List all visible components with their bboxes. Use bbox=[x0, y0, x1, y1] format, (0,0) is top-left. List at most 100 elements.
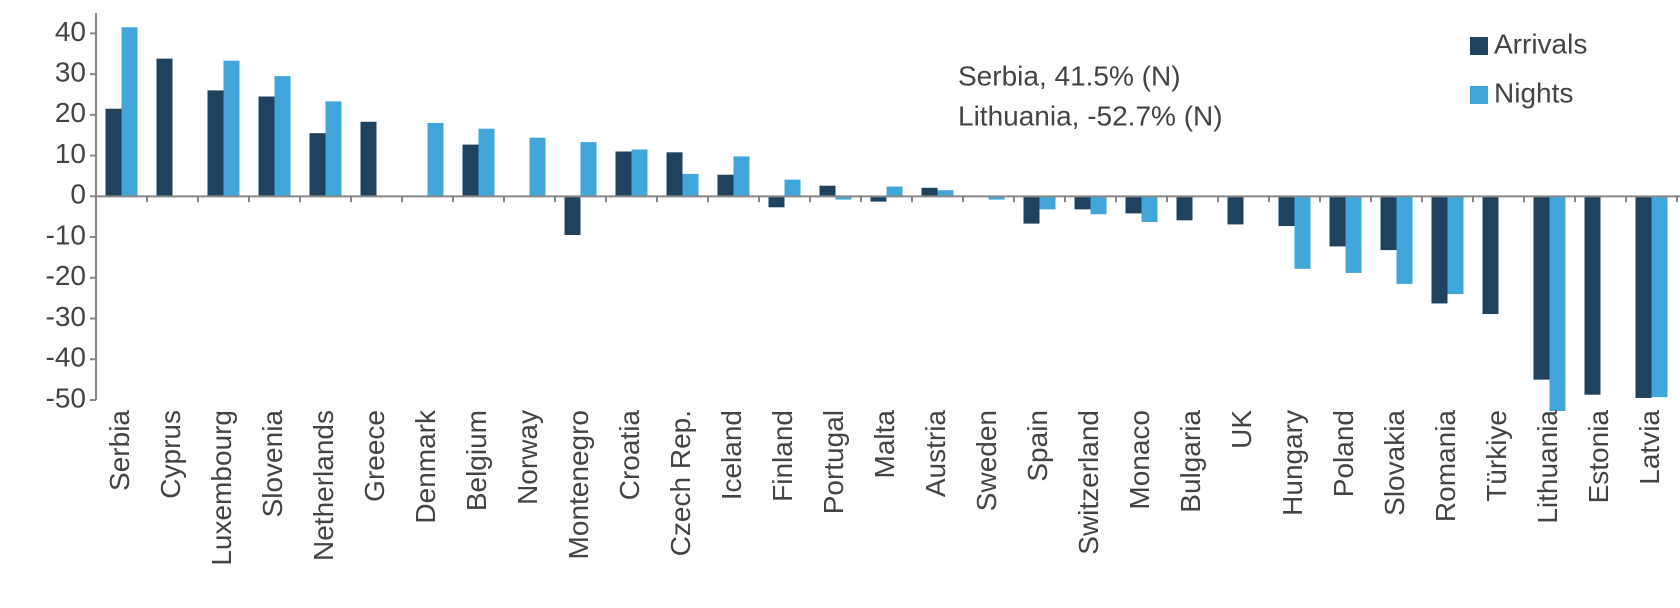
y-tick-label: 10 bbox=[55, 138, 86, 169]
x-tick-label: Bulgaria bbox=[1175, 410, 1206, 513]
bar bbox=[717, 174, 734, 197]
x-tick-label: Romania bbox=[1430, 410, 1461, 522]
y-tick-label: 40 bbox=[55, 16, 86, 47]
x-tick-label: Spain bbox=[1022, 410, 1053, 482]
bar bbox=[1074, 196, 1091, 210]
x-tick-label: Monaco bbox=[1124, 410, 1155, 510]
bar bbox=[156, 58, 173, 197]
bar bbox=[937, 190, 954, 197]
x-tick-label: Austria bbox=[920, 410, 951, 498]
bar bbox=[1294, 196, 1311, 269]
x-tick-label: Hungary bbox=[1277, 410, 1308, 516]
x-tick-label: Latvia bbox=[1634, 410, 1665, 485]
bar bbox=[529, 137, 546, 197]
bar bbox=[309, 133, 326, 197]
bar bbox=[835, 196, 852, 200]
y-tick-label: -40 bbox=[46, 342, 86, 373]
x-tick-label: Switzerland bbox=[1073, 410, 1104, 555]
bar bbox=[325, 101, 342, 197]
bar bbox=[121, 27, 138, 197]
x-tick-label: Slovenia bbox=[257, 410, 288, 518]
x-tick-label: Iceland bbox=[716, 410, 747, 500]
legend-label: Arrivals bbox=[1494, 28, 1587, 59]
bar bbox=[768, 196, 785, 208]
bar bbox=[631, 149, 648, 197]
bar bbox=[223, 60, 240, 197]
x-tick-label: Türkiye bbox=[1481, 410, 1512, 502]
bar bbox=[1125, 196, 1142, 214]
bar bbox=[564, 196, 581, 236]
legend-swatch bbox=[1470, 37, 1488, 55]
y-tick-label: 20 bbox=[55, 97, 86, 128]
bar bbox=[1345, 196, 1362, 273]
bar bbox=[427, 122, 444, 197]
bar bbox=[462, 144, 479, 197]
bar bbox=[682, 173, 699, 197]
bar bbox=[1278, 196, 1295, 227]
bar bbox=[819, 185, 836, 197]
x-tick-label: Estonia bbox=[1583, 410, 1614, 504]
bar bbox=[733, 156, 750, 197]
bar bbox=[360, 121, 377, 197]
x-tick-label: Netherlands bbox=[308, 410, 339, 561]
bar bbox=[1651, 196, 1668, 398]
bar bbox=[1227, 196, 1244, 225]
x-tick-label: Greece bbox=[359, 410, 390, 502]
x-tick-label: Finland bbox=[767, 410, 798, 502]
bar bbox=[1396, 196, 1413, 284]
x-tick-label: Denmark bbox=[410, 409, 441, 524]
bar bbox=[1141, 196, 1158, 222]
bar bbox=[1549, 196, 1566, 411]
bar bbox=[1447, 196, 1464, 295]
y-tick-label: -30 bbox=[46, 301, 86, 332]
x-tick-label: Montenegro bbox=[563, 410, 594, 559]
bar bbox=[274, 76, 291, 197]
bar bbox=[1584, 196, 1601, 395]
x-tick-label: Poland bbox=[1328, 410, 1359, 497]
bar bbox=[1482, 196, 1499, 315]
x-tick-label: Cyprus bbox=[155, 410, 186, 499]
y-tick-label: -10 bbox=[46, 219, 86, 250]
bar bbox=[478, 128, 495, 197]
annotation: Lithuania, -52.7% (N) bbox=[958, 100, 1223, 131]
x-tick-label: Lithuania bbox=[1532, 410, 1563, 524]
bar bbox=[1039, 196, 1056, 210]
bar bbox=[1533, 196, 1550, 380]
bar bbox=[580, 142, 597, 197]
bar bbox=[1380, 196, 1397, 251]
x-tick-label: Slovakia bbox=[1379, 410, 1410, 516]
bar bbox=[258, 96, 275, 197]
y-tick-label: 30 bbox=[55, 56, 86, 87]
bar bbox=[988, 196, 1005, 200]
bar bbox=[666, 152, 683, 197]
bar bbox=[1090, 196, 1107, 215]
bar bbox=[921, 187, 938, 197]
x-tick-label: UK bbox=[1226, 410, 1257, 449]
x-tick-label: Portugal bbox=[818, 410, 849, 514]
x-tick-label: Malta bbox=[869, 410, 900, 479]
x-tick-label: Czech Rep. bbox=[665, 410, 696, 556]
bar bbox=[1329, 196, 1346, 247]
y-tick-label: -50 bbox=[46, 382, 86, 413]
bar bbox=[1023, 196, 1040, 224]
bar bbox=[870, 196, 887, 202]
annotation: Serbia, 41.5% (N) bbox=[958, 60, 1181, 91]
x-tick-label: Croatia bbox=[614, 410, 645, 501]
bar bbox=[784, 179, 801, 197]
bar bbox=[1635, 196, 1652, 398]
x-tick-label: Norway bbox=[512, 410, 543, 505]
x-tick-label: Sweden bbox=[971, 410, 1002, 511]
bar bbox=[207, 90, 224, 197]
legend-swatch bbox=[1470, 86, 1488, 104]
y-tick-label: 0 bbox=[70, 179, 86, 210]
bar bbox=[105, 108, 122, 197]
x-tick-label: Luxembourg bbox=[206, 410, 237, 566]
x-tick-label: Serbia bbox=[104, 410, 135, 491]
bar bbox=[615, 151, 632, 197]
x-tick-label: Belgium bbox=[461, 410, 492, 511]
y-tick-label: -20 bbox=[46, 260, 86, 291]
bar bbox=[1176, 196, 1193, 221]
bar bbox=[1431, 196, 1448, 304]
bar bbox=[886, 186, 903, 197]
